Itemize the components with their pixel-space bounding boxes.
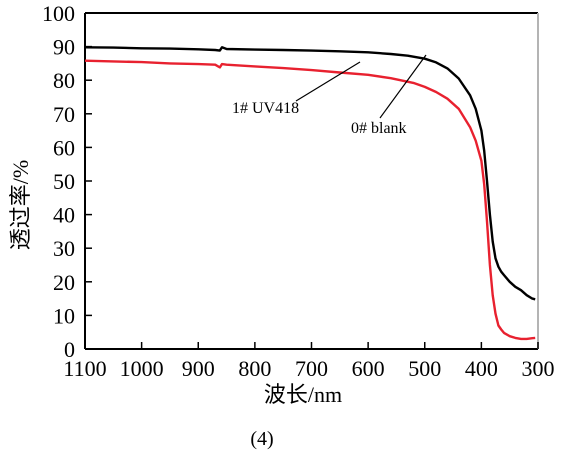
y-tick-label: 20 — [53, 270, 75, 295]
x-axis-title: 波长/nm — [264, 382, 342, 407]
x-tick-label: 900 — [182, 356, 215, 381]
x-tick-label: 500 — [408, 356, 441, 381]
y-tick-label: 10 — [53, 303, 75, 328]
y-tick-label: 30 — [53, 236, 75, 261]
annotation-uv418-label: 1# UV418 — [232, 100, 299, 117]
y-tick-label: 100 — [42, 1, 75, 26]
y-tick-label: 80 — [53, 68, 75, 93]
annotation-blank-leader — [379, 54, 427, 119]
x-tick-label: 400 — [465, 356, 498, 381]
x-tick-label: 1000 — [120, 356, 164, 381]
x-tick-label: 800 — [238, 356, 271, 381]
y-tick-label: 70 — [53, 102, 75, 127]
annotation-uv418-leader — [295, 61, 361, 102]
x-tick-label: 300 — [522, 356, 555, 381]
annotation-blank-label: 0# blank — [351, 120, 407, 137]
y-tick-label: 50 — [53, 169, 75, 194]
x-tick-label: 700 — [295, 356, 328, 381]
y-tick-label: 40 — [53, 203, 75, 228]
figure-caption: (4) — [250, 428, 273, 450]
x-tick-label: 600 — [352, 356, 385, 381]
y-tick-label: 0 — [64, 337, 75, 362]
series-line-1-uv418 — [84, 59, 536, 341]
y-axis-title: 透过率/% — [8, 160, 33, 250]
series-line-0-blank — [84, 46, 536, 301]
y-tick-label: 60 — [53, 135, 75, 160]
x-tick-label: 1100 — [63, 356, 106, 381]
y-tick-label: 90 — [53, 35, 75, 60]
